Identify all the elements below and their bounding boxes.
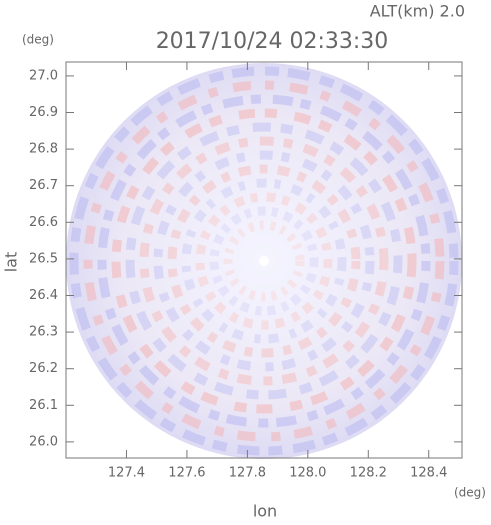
x-tick-label: 128.0 <box>289 466 326 481</box>
y-tick-label: 26.8 <box>29 142 58 157</box>
altitude-label: ALT(km) 2.0 <box>370 2 465 21</box>
y-tick-label: 27.0 <box>29 68 58 83</box>
y-tick-label: 26.9 <box>29 105 58 120</box>
y-tick-label: 26.4 <box>29 288 58 303</box>
x-tick-label: 127.6 <box>168 466 205 481</box>
x-tick-label: 127.4 <box>108 466 145 481</box>
radar-echo <box>66 63 462 459</box>
y-tick-label: 26.5 <box>29 251 58 266</box>
chart-title: 2017/10/24 02:33:30 <box>156 29 389 54</box>
x-unit: (deg) <box>454 486 486 500</box>
x-axis-label: lon <box>253 502 277 521</box>
x-tick-label: 128.4 <box>410 466 447 481</box>
y-tick-label: 26.6 <box>29 215 58 230</box>
y-unit: (deg) <box>22 33 54 47</box>
y-tick-label: 26.2 <box>29 361 58 376</box>
y-tick-label: 26.0 <box>29 434 58 449</box>
y-tick-label: 26.1 <box>29 398 58 413</box>
y-tick-label: 26.7 <box>29 178 58 193</box>
y-tick-label: 26.3 <box>29 325 58 340</box>
x-tick-label: 128.2 <box>350 466 387 481</box>
x-tick-label: 127.8 <box>229 466 266 481</box>
plot-frame <box>65 61 463 459</box>
y-axis-label: lat <box>2 252 21 273</box>
